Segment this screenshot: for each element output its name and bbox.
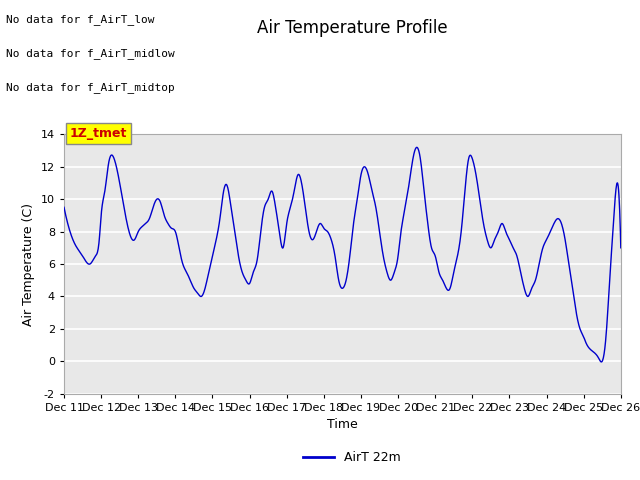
Text: No data for f_AirT_midlow: No data for f_AirT_midlow <box>6 48 175 59</box>
X-axis label: Time: Time <box>327 418 358 431</box>
Text: Air Temperature Profile: Air Temperature Profile <box>257 19 447 37</box>
Text: 1Z_tmet: 1Z_tmet <box>70 127 127 140</box>
Legend: AirT 22m: AirT 22m <box>298 446 406 469</box>
Y-axis label: Air Temperature (C): Air Temperature (C) <box>22 203 35 325</box>
Text: No data for f_AirT_midtop: No data for f_AirT_midtop <box>6 82 175 93</box>
Text: No data for f_AirT_low: No data for f_AirT_low <box>6 14 155 25</box>
